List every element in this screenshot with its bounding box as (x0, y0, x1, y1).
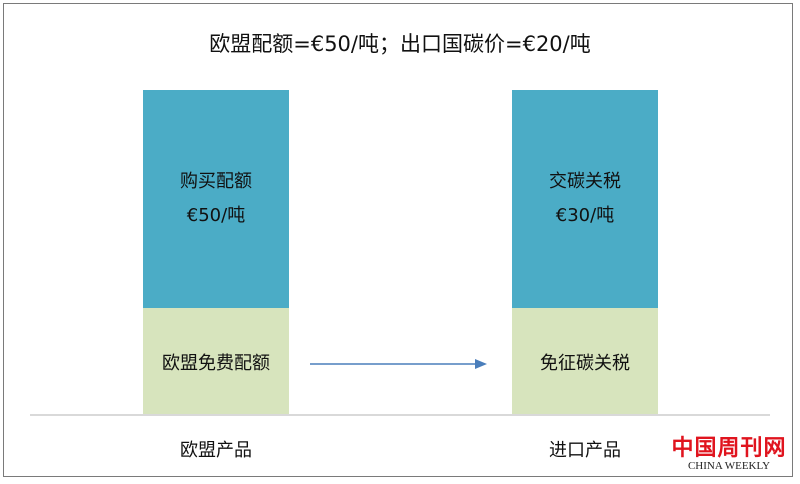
right-top-block: 交碳关税 €30/吨 (512, 90, 658, 308)
arrow (310, 359, 487, 369)
right-bottom-block: 免征碳关税 (512, 308, 658, 415)
right-bottom-label: 免征碳关税 (540, 352, 630, 374)
left-top-value: €50/吨 (186, 205, 246, 226)
logo-cn: 中国周刊网 (671, 435, 787, 461)
frame (3, 3, 793, 477)
left-bottom-block: 欧盟免费配额 (143, 308, 289, 415)
right-top-value: €30/吨 (555, 205, 615, 226)
china-weekly-logo: 中国周刊网 CHINA WEEKLY (668, 430, 790, 472)
left-top-label: 购买配额 (180, 171, 252, 192)
right-top-label: 交碳关税 (549, 171, 621, 192)
diagram-title: 欧盟配额=€50/吨；出口国碳价=€20/吨 (209, 32, 591, 56)
baseline (30, 414, 770, 416)
left-category-label: 欧盟产品 (180, 440, 252, 461)
left-bottom-label: 欧盟免费配额 (162, 352, 270, 374)
logo-en: CHINA WEEKLY (687, 460, 771, 472)
left-top-block: 购买配额 €50/吨 (143, 90, 289, 308)
right-category-label: 进口产品 (549, 440, 621, 461)
